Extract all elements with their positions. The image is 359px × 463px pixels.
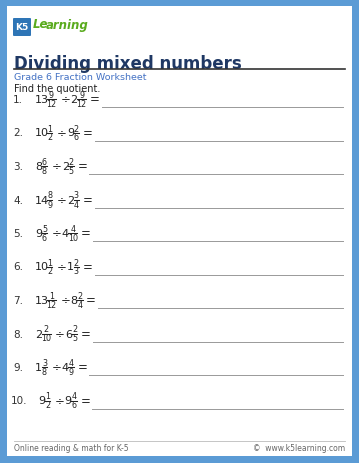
Text: 12: 12 <box>46 100 56 109</box>
Text: 3: 3 <box>74 191 79 200</box>
Text: 4: 4 <box>72 392 77 400</box>
Text: 6: 6 <box>74 133 79 142</box>
Text: =: = <box>80 394 90 407</box>
Text: 2: 2 <box>62 162 69 172</box>
Text: 13: 13 <box>35 295 49 305</box>
Text: ÷: ÷ <box>52 227 62 240</box>
Text: 1: 1 <box>47 258 52 267</box>
Text: 4: 4 <box>62 229 69 238</box>
Text: 4: 4 <box>70 225 75 233</box>
Text: 9: 9 <box>67 128 74 138</box>
Text: 3: 3 <box>42 358 47 367</box>
Text: 4: 4 <box>69 358 74 367</box>
Text: 3: 3 <box>74 267 79 276</box>
Text: 10: 10 <box>35 128 49 138</box>
Text: 4: 4 <box>62 362 69 372</box>
Text: 10: 10 <box>68 233 78 243</box>
Text: 2: 2 <box>70 95 78 105</box>
Text: 2: 2 <box>47 267 52 276</box>
Text: 6: 6 <box>42 158 47 167</box>
Text: 1: 1 <box>47 124 52 133</box>
Text: 2: 2 <box>45 400 50 410</box>
Text: 10.: 10. <box>11 396 28 406</box>
Text: =: = <box>81 227 91 240</box>
Text: 14: 14 <box>35 195 49 205</box>
Text: ÷: ÷ <box>57 194 67 206</box>
Text: =: = <box>78 160 87 173</box>
Text: 5.: 5. <box>13 229 23 238</box>
Text: =: = <box>83 194 93 206</box>
Text: 7.: 7. <box>13 295 23 305</box>
Text: 1.: 1. <box>13 95 23 105</box>
Text: ÷: ÷ <box>52 160 62 173</box>
Text: 3.: 3. <box>13 162 23 172</box>
Text: 13: 13 <box>35 95 49 105</box>
Text: 9: 9 <box>65 396 72 406</box>
Text: ÷: ÷ <box>60 294 70 307</box>
Text: 1: 1 <box>67 262 74 272</box>
Text: 10: 10 <box>41 334 51 343</box>
Text: Find the quotient.: Find the quotient. <box>14 84 101 94</box>
Text: 6: 6 <box>65 329 72 339</box>
Text: 9: 9 <box>47 200 52 209</box>
Text: 8: 8 <box>47 191 52 200</box>
Text: =: = <box>78 361 87 374</box>
Text: ÷: ÷ <box>57 260 67 274</box>
Text: 1: 1 <box>49 291 54 300</box>
Text: ©  www.k5learning.com: © www.k5learning.com <box>253 444 345 452</box>
Text: 6: 6 <box>72 400 77 410</box>
Text: =: = <box>90 94 99 106</box>
Text: ÷: ÷ <box>52 361 62 374</box>
Text: Grade 6 Fraction Worksheet: Grade 6 Fraction Worksheet <box>14 73 146 82</box>
Text: 2: 2 <box>35 329 42 339</box>
Text: 8: 8 <box>70 295 78 305</box>
Text: ÷: ÷ <box>55 327 65 340</box>
Text: 2: 2 <box>72 325 77 334</box>
Text: 1: 1 <box>35 362 42 372</box>
Text: 4: 4 <box>77 300 82 309</box>
Text: ÷: ÷ <box>55 394 65 407</box>
Text: 9: 9 <box>69 367 74 376</box>
Text: K5: K5 <box>15 24 29 32</box>
Text: 6: 6 <box>42 233 47 243</box>
Text: 5: 5 <box>69 167 74 175</box>
Text: 2: 2 <box>77 291 83 300</box>
Text: 9: 9 <box>49 91 54 100</box>
Text: 2: 2 <box>47 133 52 142</box>
Text: 9: 9 <box>79 91 84 100</box>
Text: 9.: 9. <box>13 362 23 372</box>
Text: 4: 4 <box>74 200 79 209</box>
Text: arning: arning <box>46 19 89 31</box>
Text: 9: 9 <box>38 396 45 406</box>
Text: Le: Le <box>33 19 48 31</box>
Text: 8: 8 <box>42 167 47 175</box>
Text: ÷: ÷ <box>57 127 67 140</box>
Text: =: = <box>86 294 96 307</box>
Text: 6.: 6. <box>13 262 23 272</box>
Text: 5: 5 <box>42 225 47 233</box>
Text: 12: 12 <box>76 100 87 109</box>
Text: Dividing mixed numbers: Dividing mixed numbers <box>14 55 242 73</box>
Text: 2.: 2. <box>13 128 23 138</box>
Text: 2: 2 <box>44 325 49 334</box>
Text: 2: 2 <box>74 124 79 133</box>
Text: 12: 12 <box>46 300 56 309</box>
Text: =: = <box>81 327 91 340</box>
Text: 9: 9 <box>35 229 42 238</box>
Text: 1: 1 <box>45 392 50 400</box>
Text: ÷: ÷ <box>60 94 70 106</box>
Text: 4.: 4. <box>13 195 23 205</box>
Text: =: = <box>83 260 93 274</box>
Text: 5: 5 <box>72 334 77 343</box>
FancyBboxPatch shape <box>13 19 31 37</box>
Text: 2: 2 <box>69 158 74 167</box>
Text: Online reading & math for K-5: Online reading & math for K-5 <box>14 444 129 452</box>
Text: 8: 8 <box>35 162 42 172</box>
Text: 2: 2 <box>67 195 74 205</box>
Text: 10: 10 <box>35 262 49 272</box>
Text: =: = <box>83 127 93 140</box>
Text: 2: 2 <box>74 258 79 267</box>
Text: 8: 8 <box>42 367 47 376</box>
Text: 8.: 8. <box>13 329 23 339</box>
